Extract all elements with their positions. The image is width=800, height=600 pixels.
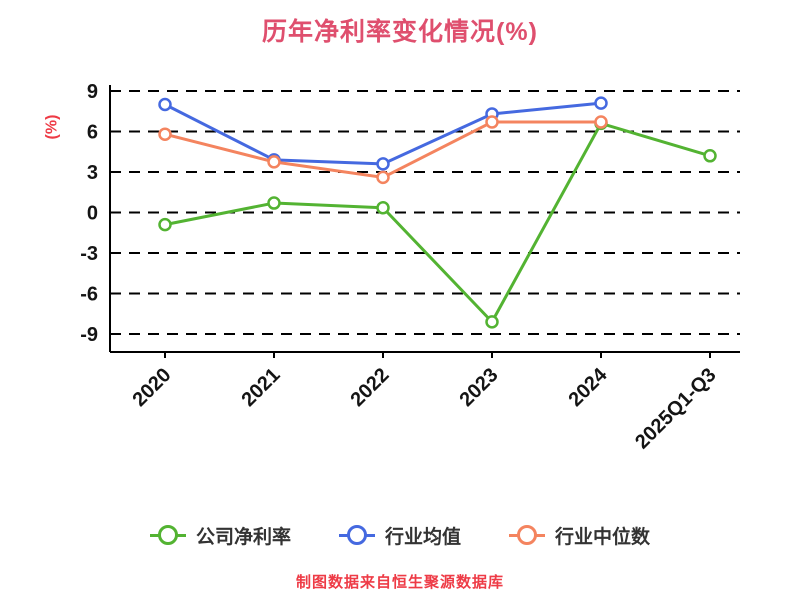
legend-line-circle-marker-icon bbox=[509, 525, 545, 545]
legend-line-circle-marker-icon bbox=[338, 525, 375, 545]
legend: 公司净利率 行业均值 行业中位数 bbox=[0, 522, 800, 549]
svg-text:-3: -3 bbox=[80, 243, 98, 265]
y-axis-unit-label: (%) bbox=[43, 114, 61, 140]
svg-text:2022: 2022 bbox=[347, 364, 394, 411]
legend-item-industry-mean: 行业均值 bbox=[338, 522, 461, 549]
data-source-note: 制图数据来自恒生聚源数据库 bbox=[295, 574, 504, 591]
legend-line-circle-marker-icon bbox=[149, 525, 186, 545]
svg-text:2024: 2024 bbox=[565, 363, 613, 411]
legend-item-company-net-margin: 公司净利率 bbox=[149, 522, 291, 549]
svg-text:-9: -9 bbox=[80, 324, 98, 346]
svg-text:9: 9 bbox=[87, 81, 98, 103]
svg-text:2023: 2023 bbox=[456, 364, 503, 411]
legend-label: 行业中位数 bbox=[555, 527, 651, 548]
svg-text:2025Q1-Q3: 2025Q1-Q3 bbox=[631, 364, 720, 453]
legend-item-industry-median: 行业中位数 bbox=[509, 522, 650, 549]
svg-text:-6: -6 bbox=[80, 284, 98, 306]
legend-label: 行业均值 bbox=[384, 527, 461, 548]
svg-text:2020: 2020 bbox=[129, 364, 176, 411]
legend-label: 公司净利率 bbox=[195, 527, 291, 548]
svg-text:3: 3 bbox=[87, 162, 98, 184]
chart-title: 历年净利率变化情况(%) bbox=[262, 18, 538, 46]
svg-text:0: 0 bbox=[87, 203, 98, 225]
svg-text:6: 6 bbox=[87, 122, 98, 144]
svg-text:2021: 2021 bbox=[238, 364, 285, 411]
